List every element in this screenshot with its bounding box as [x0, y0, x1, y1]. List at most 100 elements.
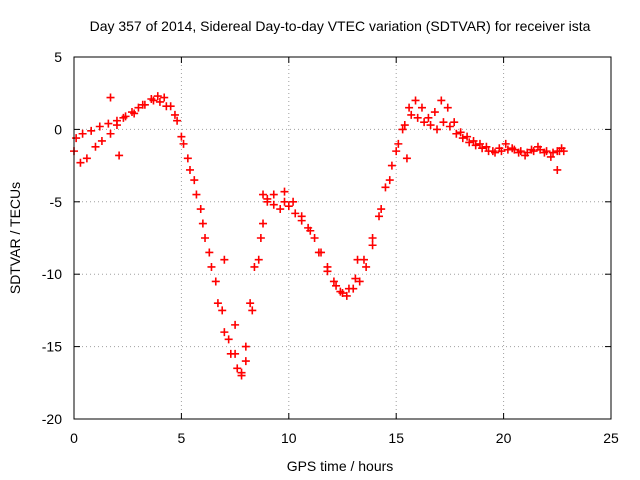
- data-point: [521, 151, 530, 160]
- data-point: [220, 255, 229, 264]
- data-point: [82, 154, 91, 163]
- data-point: [220, 328, 229, 337]
- data-point: [355, 277, 364, 286]
- data-point: [248, 306, 257, 315]
- data-point: [482, 142, 491, 151]
- data-point: [463, 132, 472, 141]
- data-point: [138, 100, 147, 109]
- data-point: [97, 136, 106, 145]
- data-point: [456, 128, 465, 137]
- data-point: [381, 183, 390, 192]
- x-tick-label: 10: [281, 430, 297, 446]
- x-axis-ticks: 0 5 10 15 20 25: [70, 57, 619, 446]
- data-point: [407, 110, 416, 119]
- data-point: [557, 144, 566, 153]
- data-point: [329, 277, 338, 286]
- data-point: [297, 212, 306, 221]
- data-point: [398, 125, 407, 134]
- data-point: [233, 364, 242, 373]
- data-point: [192, 190, 201, 199]
- data-point: [452, 129, 461, 138]
- data-point: [344, 284, 353, 293]
- data-point: [533, 142, 542, 151]
- x-tick-label: 0: [70, 430, 78, 446]
- data-point: [115, 151, 124, 160]
- data-point: [400, 121, 409, 130]
- chart-title: Day 357 of 2014, Sidereal Day-to-day VTE…: [90, 18, 591, 34]
- data-point: [411, 96, 420, 105]
- data-point: [413, 113, 422, 122]
- data-point: [338, 289, 347, 298]
- data-point: [224, 335, 233, 344]
- data-point: [433, 125, 442, 134]
- data-point: [241, 342, 250, 351]
- data-point: [289, 197, 298, 206]
- plot-frame: [73, 56, 612, 420]
- data-point: [527, 145, 536, 154]
- data-point: [375, 212, 384, 221]
- data-point: [213, 299, 222, 308]
- data-point: [392, 147, 401, 156]
- data-point: [445, 122, 454, 131]
- data-point: [160, 93, 169, 102]
- data-point: [134, 103, 143, 112]
- data-point: [377, 205, 386, 214]
- data-point: [314, 248, 323, 257]
- data-point: [323, 267, 332, 276]
- data-point: [469, 136, 478, 145]
- data-point: [280, 197, 289, 206]
- data-point: [368, 241, 377, 250]
- data-point: [394, 139, 403, 148]
- y-axis-ticks: 5 0 -5 -10 -15 -20: [42, 49, 611, 427]
- data-point: [342, 291, 351, 300]
- data-point: [177, 132, 186, 141]
- data-point: [95, 122, 104, 131]
- data-point: [259, 190, 268, 199]
- data-point: [471, 141, 480, 150]
- data-point: [185, 165, 194, 174]
- grid-lines: [74, 57, 611, 419]
- data-point: [259, 219, 268, 228]
- x-tick-label: 25: [603, 430, 619, 446]
- data-point: [402, 154, 411, 163]
- data-point: [263, 194, 272, 203]
- data-point: [269, 200, 278, 209]
- data-point: [237, 368, 246, 377]
- x-tick-label: 5: [178, 430, 186, 446]
- data-point: [231, 349, 240, 358]
- data-point: [276, 205, 285, 214]
- data-point: [78, 129, 87, 138]
- data-point: [87, 126, 96, 135]
- y-tick-label: -5: [50, 194, 63, 210]
- data-point: [424, 113, 433, 122]
- x-tick-label: 20: [496, 430, 512, 446]
- data-point: [91, 142, 100, 151]
- data-point: [450, 118, 459, 127]
- data-series: [70, 92, 568, 380]
- data-point: [430, 108, 439, 117]
- data-point: [190, 176, 199, 185]
- data-point: [76, 158, 85, 167]
- data-point: [291, 209, 300, 218]
- data-point: [488, 147, 497, 156]
- data-point: [241, 357, 250, 366]
- data-point: [173, 116, 182, 125]
- data-point: [540, 148, 549, 157]
- data-point: [387, 161, 396, 170]
- data-point: [546, 152, 555, 161]
- y-tick-label: 5: [54, 49, 62, 65]
- y-tick-label: -15: [42, 339, 62, 355]
- data-point: [256, 234, 265, 242]
- x-axis-label: GPS time / hours: [287, 458, 394, 474]
- data-point: [420, 118, 429, 127]
- data-point: [284, 202, 293, 211]
- data-point: [280, 187, 289, 196]
- y-tick-label: -20: [42, 411, 62, 427]
- y-tick-label: -10: [42, 266, 62, 282]
- data-point: [246, 299, 255, 308]
- x-tick-label: 15: [388, 430, 404, 446]
- data-point: [439, 118, 448, 127]
- data-point: [514, 148, 523, 157]
